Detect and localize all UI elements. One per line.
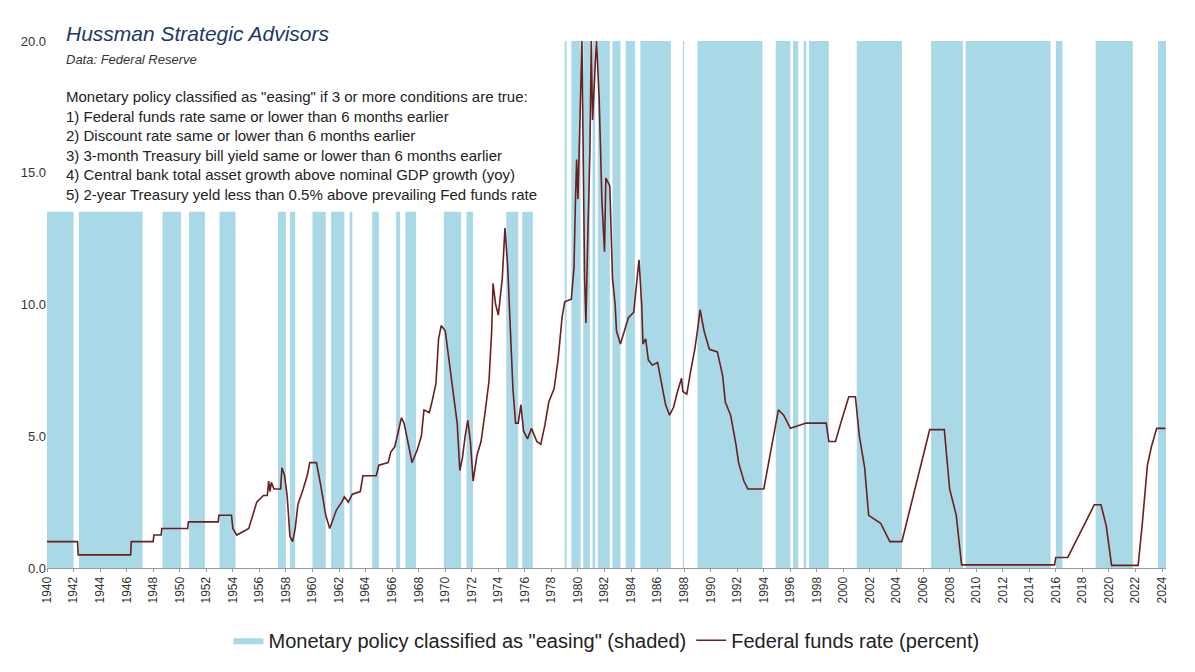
- svg-text:2010: 2010: [969, 576, 983, 603]
- svg-text:1988: 1988: [677, 576, 691, 603]
- svg-text:2022: 2022: [1128, 576, 1142, 603]
- svg-text:1944: 1944: [93, 576, 107, 603]
- svg-text:1956: 1956: [252, 576, 266, 603]
- svg-text:1954: 1954: [226, 576, 240, 603]
- svg-text:1980: 1980: [571, 576, 585, 603]
- svg-text:1942: 1942: [66, 576, 80, 603]
- svg-text:1978: 1978: [544, 576, 558, 603]
- svg-text:2000: 2000: [836, 576, 850, 603]
- svg-text:1964: 1964: [358, 576, 372, 603]
- svg-text:2008: 2008: [943, 576, 957, 603]
- svg-text:1976: 1976: [518, 576, 532, 603]
- svg-text:5.0: 5.0: [28, 429, 46, 444]
- svg-text:1996: 1996: [783, 576, 797, 603]
- svg-text:1982: 1982: [597, 576, 611, 603]
- svg-text:10.0: 10.0: [21, 297, 46, 312]
- svg-text:1990: 1990: [704, 576, 718, 603]
- svg-text:1986: 1986: [651, 576, 665, 603]
- svg-text:Hussman Strategic Advisors: Hussman Strategic Advisors: [66, 22, 329, 45]
- svg-text:Monetary policy classified as: Monetary policy classified as "easing" (…: [269, 630, 687, 652]
- svg-text:15.0: 15.0: [21, 165, 46, 180]
- svg-text:1940: 1940: [40, 576, 54, 603]
- svg-text:2014: 2014: [1022, 576, 1036, 603]
- svg-text:Data: Federal Reserve: Data: Federal Reserve: [66, 52, 197, 67]
- svg-text:1992: 1992: [730, 576, 744, 603]
- svg-text:2016: 2016: [1049, 576, 1063, 603]
- svg-text:1948: 1948: [146, 576, 160, 603]
- svg-text:2018: 2018: [1075, 576, 1089, 603]
- svg-text:2004: 2004: [889, 576, 903, 603]
- svg-text:1950: 1950: [173, 576, 187, 603]
- svg-text:0.0: 0.0: [28, 561, 46, 576]
- svg-text:1968: 1968: [412, 576, 426, 603]
- svg-text:1960: 1960: [305, 576, 319, 603]
- svg-text:20.0: 20.0: [21, 34, 46, 49]
- svg-text:1970: 1970: [438, 576, 452, 603]
- svg-text:1958: 1958: [279, 576, 293, 603]
- svg-text:1952: 1952: [199, 576, 213, 603]
- svg-text:2006: 2006: [916, 576, 930, 603]
- svg-text:1974: 1974: [491, 576, 505, 603]
- svg-text:1998: 1998: [810, 576, 824, 603]
- svg-text:Federal funds rate (percent): Federal funds rate (percent): [731, 630, 979, 652]
- svg-text:1962: 1962: [332, 576, 346, 603]
- svg-text:2012: 2012: [996, 576, 1010, 603]
- svg-text:Monetary policy classified as: Monetary policy classified as "easing" i…: [66, 88, 537, 203]
- svg-text:1984: 1984: [624, 576, 638, 603]
- svg-text:2002: 2002: [863, 576, 877, 603]
- svg-text:2024: 2024: [1155, 576, 1169, 603]
- svg-text:1994: 1994: [757, 576, 771, 603]
- svg-text:2020: 2020: [1102, 576, 1116, 603]
- svg-text:1946: 1946: [120, 576, 134, 603]
- svg-text:1972: 1972: [465, 576, 479, 603]
- svg-text:1966: 1966: [385, 576, 399, 603]
